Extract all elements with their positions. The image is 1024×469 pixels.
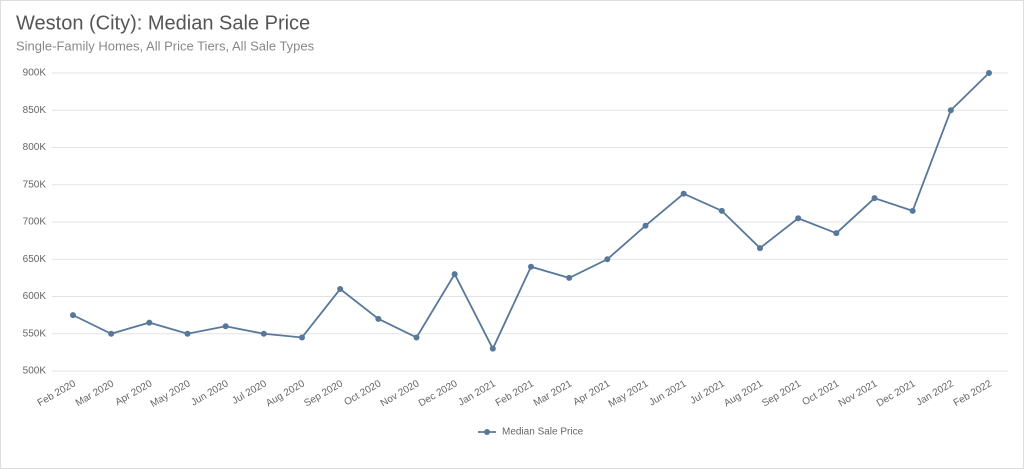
y-tick-label: 700K	[23, 217, 47, 228]
point	[566, 274, 573, 281]
y-tick-label: 600K	[23, 291, 47, 302]
point	[70, 312, 76, 319]
point	[375, 315, 382, 322]
y-tick-label: 850K	[23, 105, 47, 116]
point	[795, 215, 802, 222]
point	[413, 334, 420, 341]
point	[146, 319, 153, 326]
point	[604, 256, 611, 263]
point	[833, 230, 840, 237]
point	[299, 334, 305, 341]
point	[947, 107, 954, 114]
point	[260, 330, 267, 337]
point	[108, 330, 115, 337]
point	[680, 190, 687, 197]
chart-title: Weston (City): Median Sale Price	[16, 12, 310, 34]
y-tick-label: 550K	[23, 328, 47, 339]
y-tick-label: 800K	[23, 142, 47, 153]
y-tick-label: 900K	[23, 68, 47, 79]
point	[337, 286, 344, 293]
point	[871, 195, 878, 202]
point	[222, 323, 229, 330]
point	[489, 345, 496, 352]
point	[528, 263, 534, 270]
point	[909, 207, 916, 214]
legend-marker	[484, 429, 490, 435]
chart-subtitle: Single-Family Homes, All Price Tiers, Al…	[16, 38, 315, 53]
y-tick-label: 750K	[23, 179, 47, 190]
point	[718, 207, 725, 214]
point	[986, 70, 992, 76]
y-tick-label: 500K	[23, 366, 47, 377]
point	[642, 222, 649, 229]
point	[757, 245, 763, 252]
y-tick-label: 650K	[23, 254, 47, 265]
point	[184, 330, 191, 337]
legend-label: Median Sale Price	[502, 427, 584, 438]
point	[451, 271, 458, 278]
